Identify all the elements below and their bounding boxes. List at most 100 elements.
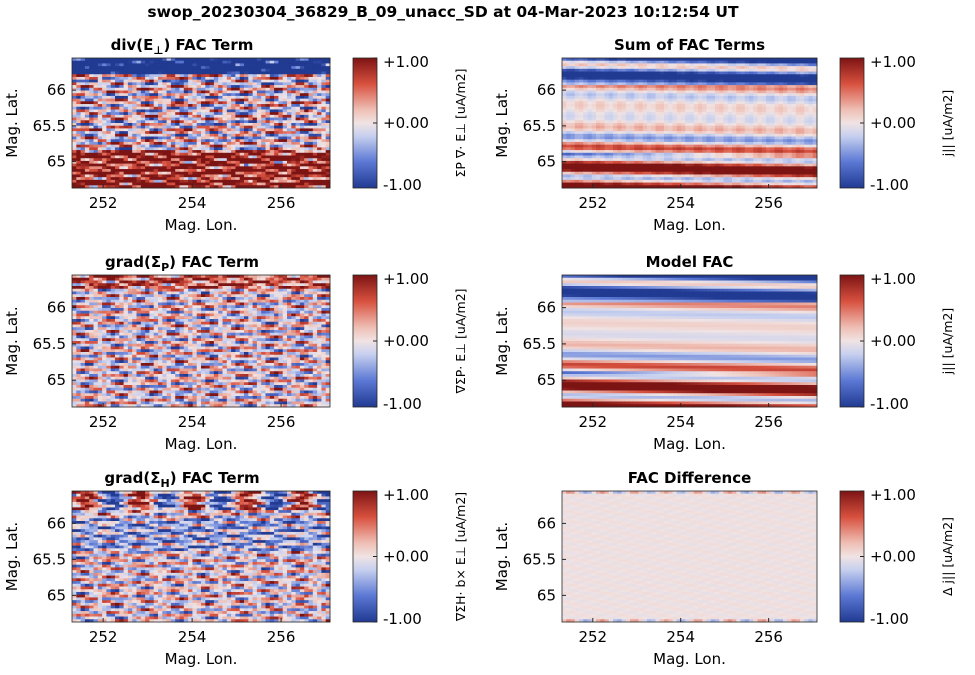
heatmap-cell [783, 60, 788, 64]
heatmap-cell [282, 182, 288, 186]
heatmap-cell [685, 79, 690, 83]
heatmap-cell [783, 87, 788, 91]
heatmap-cell [608, 68, 614, 72]
heatmap-cell [140, 179, 146, 183]
heatmap-cell [106, 112, 112, 116]
heatmap-cell [689, 82, 695, 86]
heatmap-cell [287, 136, 292, 140]
heatmap-cell [689, 136, 695, 140]
heatmap-cell [89, 166, 94, 170]
heatmap-cell [166, 163, 172, 167]
heatmap-cell [736, 144, 741, 148]
heatmap-cell [149, 63, 155, 67]
heatmap-cell [226, 133, 232, 137]
heatmap-cell [744, 120, 750, 124]
heatmap-cell [274, 150, 279, 154]
heatmap-cell [97, 106, 103, 110]
heatmap-cell [596, 95, 601, 100]
heatmap-cell [787, 87, 792, 91]
heatmap-cell [634, 131, 639, 135]
heatmap-cell [76, 160, 81, 165]
heatmap-cell [562, 139, 567, 143]
heatmap-cell [265, 174, 271, 178]
heatmap-cell [625, 60, 631, 64]
heatmap-cell [702, 93, 707, 97]
heatmap-cell [736, 141, 741, 146]
heatmap-cell [566, 79, 571, 83]
heatmap-cell [226, 139, 232, 143]
heatmap-cell [80, 171, 86, 175]
heatmap-cell [110, 166, 116, 170]
heatmap-cell [778, 68, 784, 72]
heatmap-cell [617, 95, 622, 100]
heatmap-cell [261, 125, 266, 129]
heatmap-cell [209, 128, 215, 132]
heatmap-cell [162, 155, 167, 159]
heatmap-cell [231, 74, 236, 78]
heatmap-cell [753, 58, 758, 62]
heatmap-cell [244, 85, 249, 89]
heatmap-cell [115, 171, 120, 175]
heatmap-cell [630, 136, 635, 140]
heatmap-cell [668, 90, 673, 94]
heatmap-cell [706, 101, 712, 105]
heatmap-cell [736, 85, 741, 89]
heatmap-cell [76, 147, 81, 151]
heatmap-cell [192, 79, 198, 83]
heatmap-cell [591, 125, 597, 129]
heatmap-cell [638, 128, 644, 132]
heatmap-cell [676, 74, 682, 78]
heatmap-cell [774, 60, 780, 64]
heatmap-cell [102, 139, 107, 143]
heatmap-cell [702, 95, 707, 100]
heatmap-cell [179, 95, 185, 100]
heatmap-cell [295, 68, 301, 72]
heatmap-cell [715, 98, 720, 102]
heatmap-cell [218, 141, 223, 146]
heatmap-cell [753, 123, 758, 127]
heatmap-cell [757, 139, 763, 143]
heatmap-cell [655, 66, 661, 70]
heatmap-cell [774, 117, 780, 121]
heatmap-cell [566, 58, 571, 62]
heatmap-cell [630, 128, 635, 132]
heatmap-cell [689, 98, 695, 102]
heatmap-cell [239, 166, 245, 170]
heatmap-cell [261, 179, 266, 183]
heatmap-cell [736, 133, 741, 137]
heatmap-cell [93, 144, 99, 148]
heatmap-cell [308, 98, 314, 102]
heatmap-cell [106, 117, 112, 121]
heatmap-cell [145, 177, 150, 181]
heatmap-cell [127, 147, 133, 151]
heatmap-cell [766, 60, 771, 64]
heatmap-cell [749, 63, 754, 67]
heatmap-cell [587, 101, 593, 105]
heatmap-cell [702, 141, 707, 146]
heatmap-cell [647, 144, 652, 148]
heatmap-cell [140, 90, 146, 94]
heatmap-cell [287, 85, 292, 89]
heatmap-cell [634, 74, 639, 78]
heatmap-cell [72, 112, 77, 116]
heatmap-cell [753, 87, 758, 91]
heatmap-cell [115, 71, 120, 75]
heatmap-cell [613, 128, 618, 132]
heatmap-cell [647, 141, 652, 146]
heatmap-cell [149, 144, 155, 148]
heatmap-cell [804, 68, 809, 72]
heatmap-cell [256, 155, 262, 159]
heatmap-cell [321, 171, 327, 175]
heatmap-cell [166, 87, 172, 91]
heatmap-cell [719, 79, 724, 83]
heatmap-cell [749, 125, 754, 129]
heatmap-cell [97, 179, 103, 183]
heatmap-cell [235, 87, 241, 91]
heatmap-cell [804, 79, 809, 83]
heatmap-cell [812, 71, 818, 75]
heatmap-cell [127, 169, 133, 173]
heatmap-cell [213, 85, 219, 89]
heatmap-cell [115, 177, 120, 181]
heatmap-cell [613, 144, 618, 148]
